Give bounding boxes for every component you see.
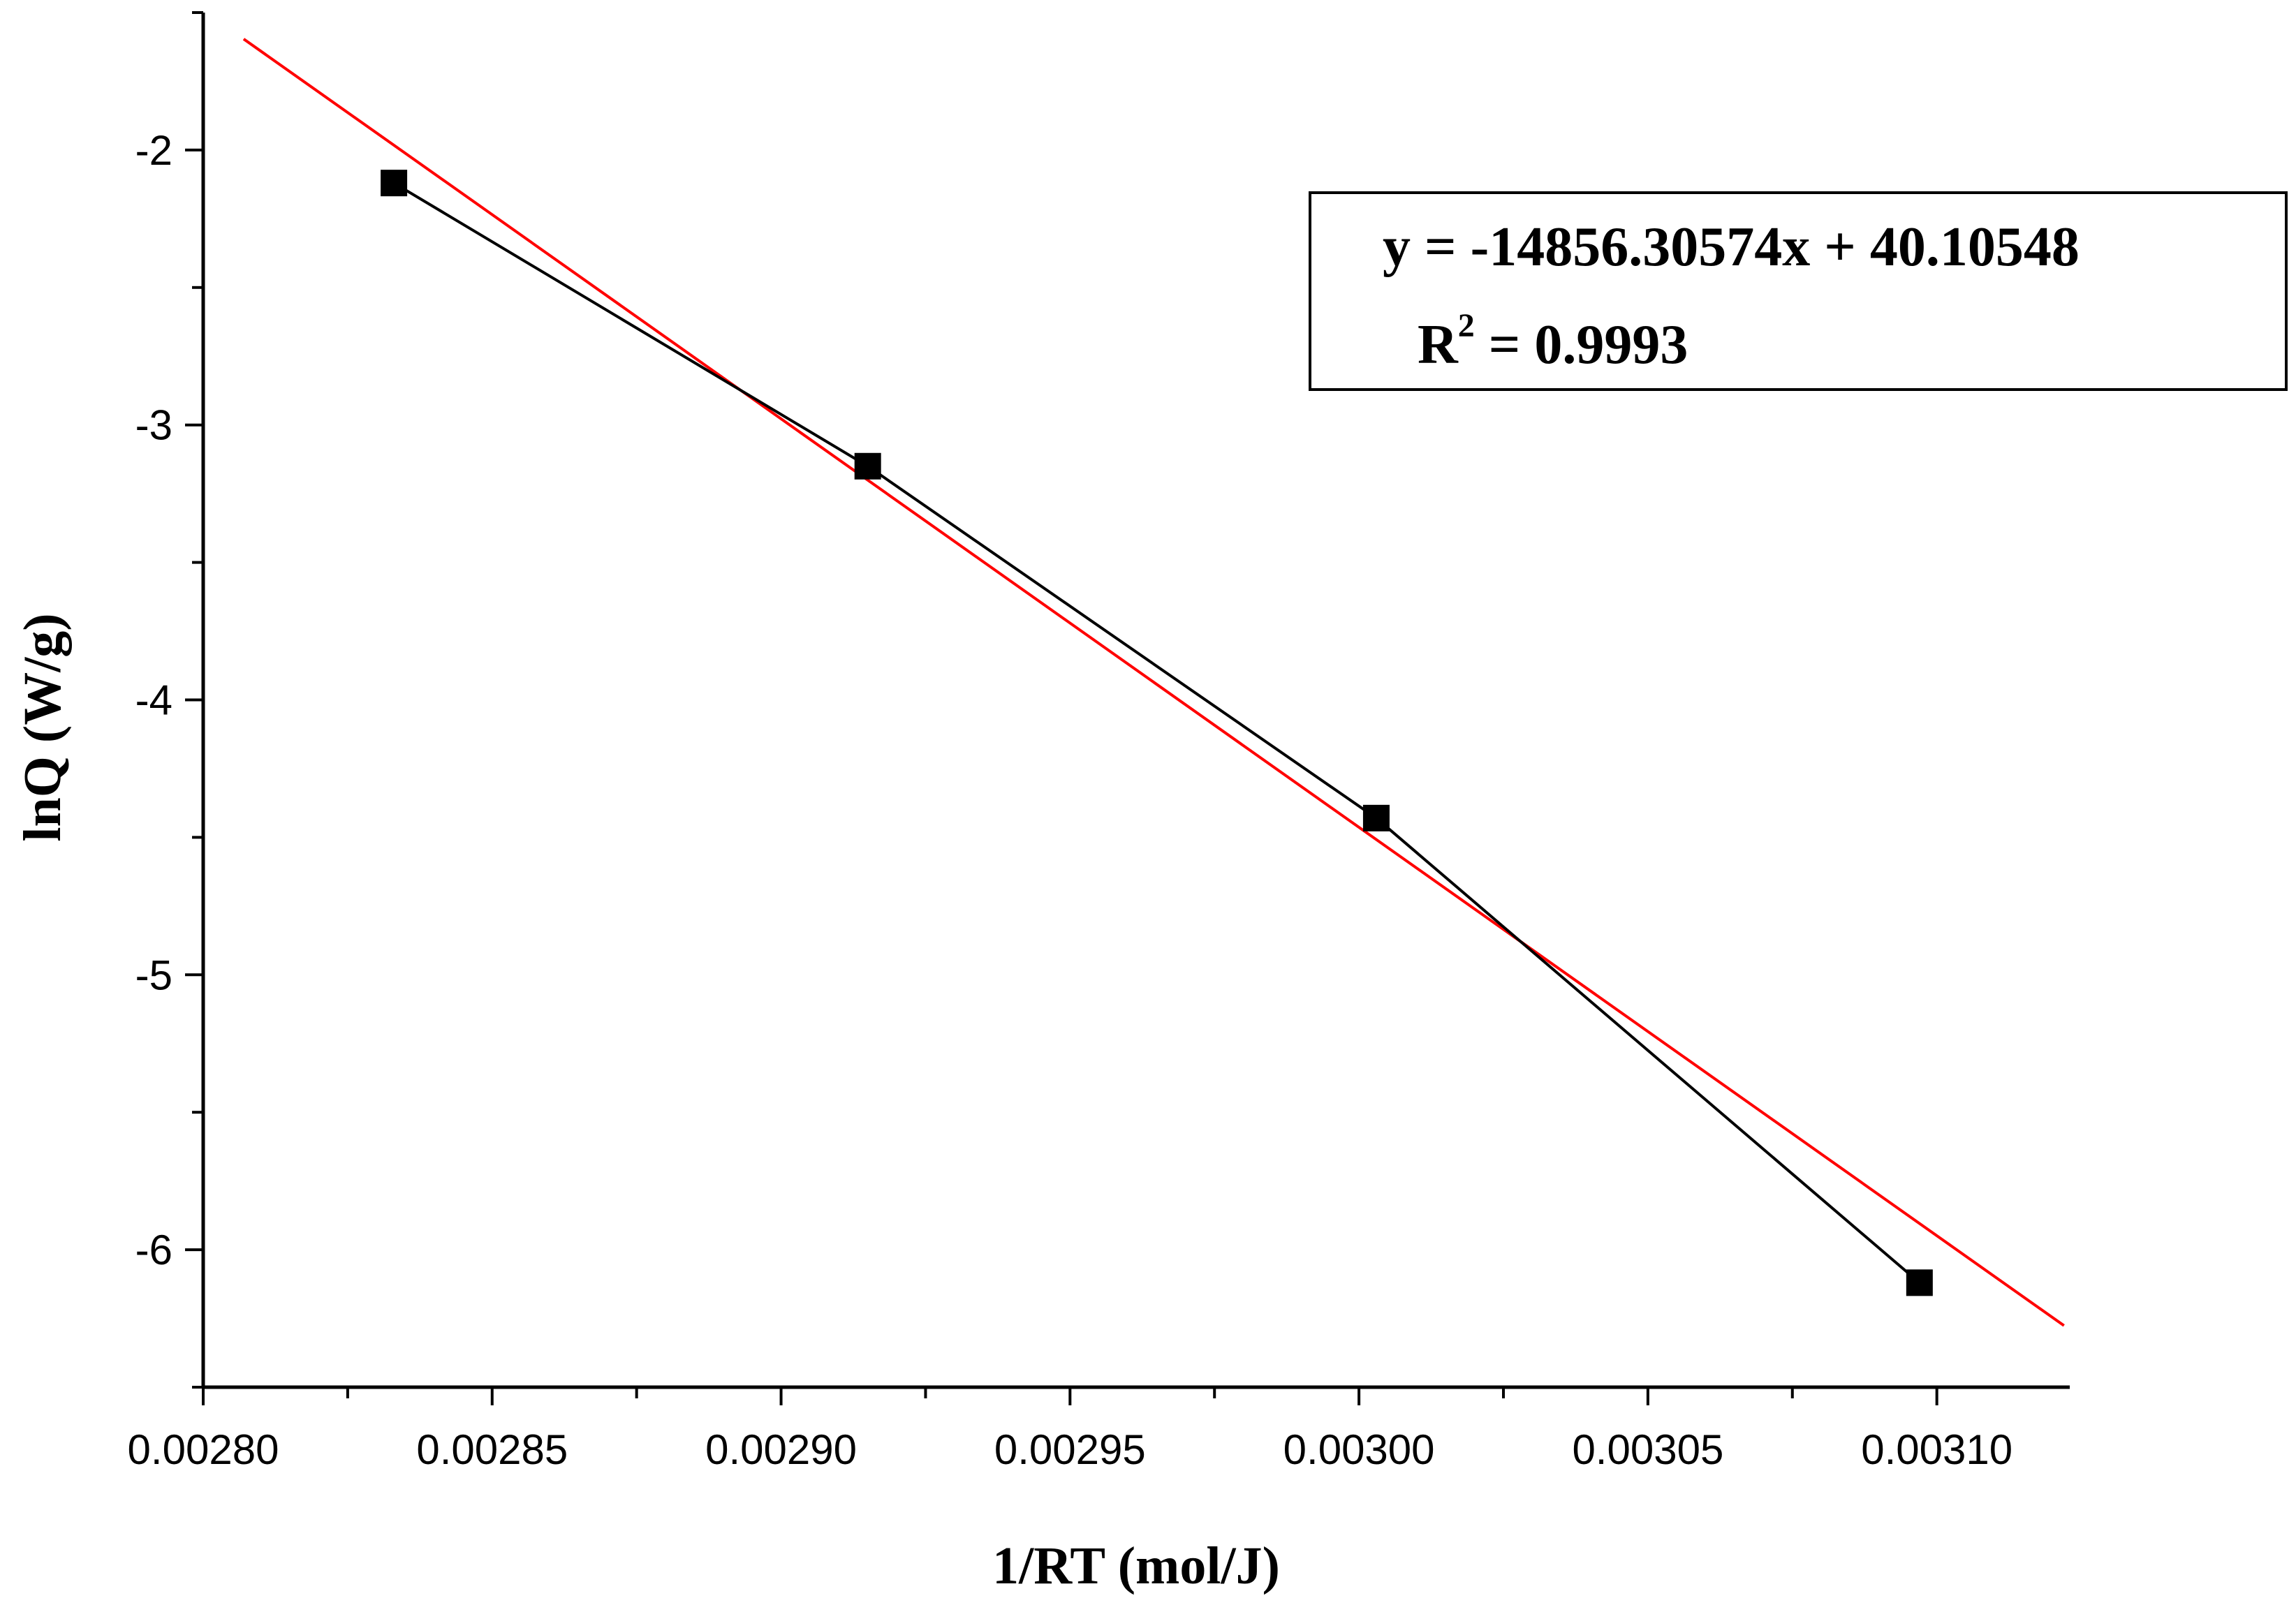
data-point	[1362, 804, 1390, 831]
fit-annotation-box: y = -14856.30574x + 40.10548 R2 = 0.9993	[1309, 191, 2288, 391]
y-tick-label: -5	[135, 952, 172, 998]
y-tick-label: -4	[135, 677, 172, 724]
data-point	[1906, 1269, 1933, 1296]
x-axis-title: 1/RT (mol/J)	[992, 1537, 1280, 1595]
y-axis-title: lnQ (W/g)	[13, 613, 72, 841]
x-tick-label: 0.00305	[1572, 1426, 1723, 1473]
x-tick-label: 0.00300	[1283, 1426, 1435, 1473]
r-squared-label: R	[1418, 314, 1459, 376]
y-tick-label: -6	[135, 1227, 172, 1273]
fit-line	[242, 38, 2065, 1327]
y-tick-label: -3	[135, 402, 172, 449]
fit-line-layer	[242, 38, 2065, 1327]
r-squared-value: = 0.9993	[1475, 314, 1688, 376]
data-point	[854, 452, 881, 480]
series-layer	[381, 170, 1933, 1296]
fit-equation: y = -14856.30574x + 40.10548	[1383, 216, 2080, 278]
x-tick-label: 0.00280	[128, 1426, 279, 1473]
r-squared: R2 = 0.9993	[1418, 307, 1688, 376]
x-tick-label: 0.00285	[416, 1426, 568, 1473]
x-tick-label: 0.00295	[994, 1426, 1146, 1473]
data-point	[381, 170, 408, 197]
y-tick-label: -2	[135, 127, 172, 174]
axis-layer: 0.00280 0.00285 0.00290 0.00295 0.00300 0.003…	[128, 11, 2070, 1473]
x-tick-label: 0.00290	[705, 1426, 857, 1473]
series-line	[393, 182, 1921, 1284]
x-tick-label: 0.00310	[1861, 1426, 2012, 1473]
r-squared-superscript: 2	[1458, 307, 1475, 344]
